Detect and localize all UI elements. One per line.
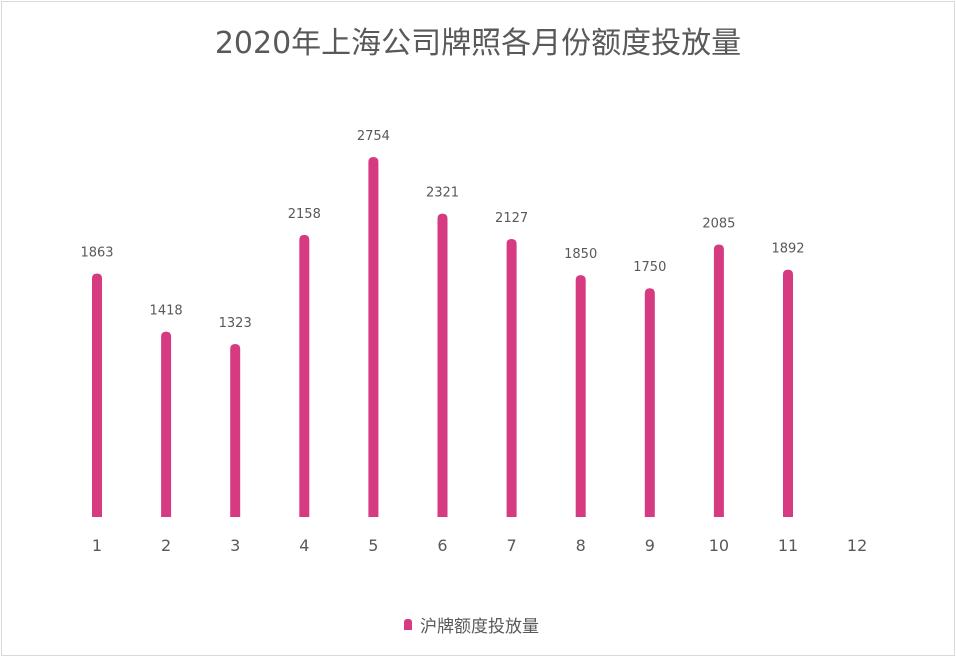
chart-area: [1, 1, 955, 656]
data-label: 2127: [495, 211, 528, 226]
legend: 沪牌额度投放量: [404, 612, 539, 637]
bar: [506, 238, 517, 517]
bar: [713, 244, 724, 517]
x-tick-label: 2: [161, 536, 171, 555]
bar: [368, 157, 379, 517]
bar: [644, 288, 655, 517]
x-tick-label: 12: [847, 536, 867, 555]
x-tick-label: 10: [709, 536, 729, 555]
bar: [575, 275, 586, 517]
x-tick-label: 1: [92, 536, 102, 555]
data-label: 2158: [288, 207, 321, 222]
chart-title: 2020年上海公司牌照各月份额度投放量: [214, 26, 742, 61]
x-tick-label: 8: [576, 536, 586, 555]
data-label: 2754: [357, 129, 390, 144]
x-tick-label: 11: [778, 536, 798, 555]
data-label: 1323: [219, 316, 252, 331]
data-label: 1750: [633, 260, 666, 275]
x-tick-label: 4: [299, 536, 309, 555]
bar: [783, 269, 793, 517]
legend-label: 沪牌额度投放量: [420, 617, 539, 637]
x-tick-label: 7: [507, 536, 517, 555]
x-tick-label: 3: [230, 536, 240, 555]
data-label: 2321: [426, 186, 459, 201]
bar: [299, 234, 310, 517]
bar: [437, 213, 448, 517]
bar: [230, 344, 241, 517]
data-label: 1418: [150, 304, 183, 319]
data-label: 1892: [771, 242, 804, 257]
data-label: 1863: [80, 245, 113, 260]
x-tick-label: 5: [368, 536, 378, 555]
bar: [161, 331, 172, 517]
data-label: 2085: [702, 216, 735, 231]
bar: [92, 273, 102, 517]
legend-swatch: [404, 619, 412, 630]
data-label: 1850: [564, 247, 597, 262]
x-tick-label: 6: [437, 536, 447, 555]
x-tick-label: 9: [645, 536, 655, 555]
